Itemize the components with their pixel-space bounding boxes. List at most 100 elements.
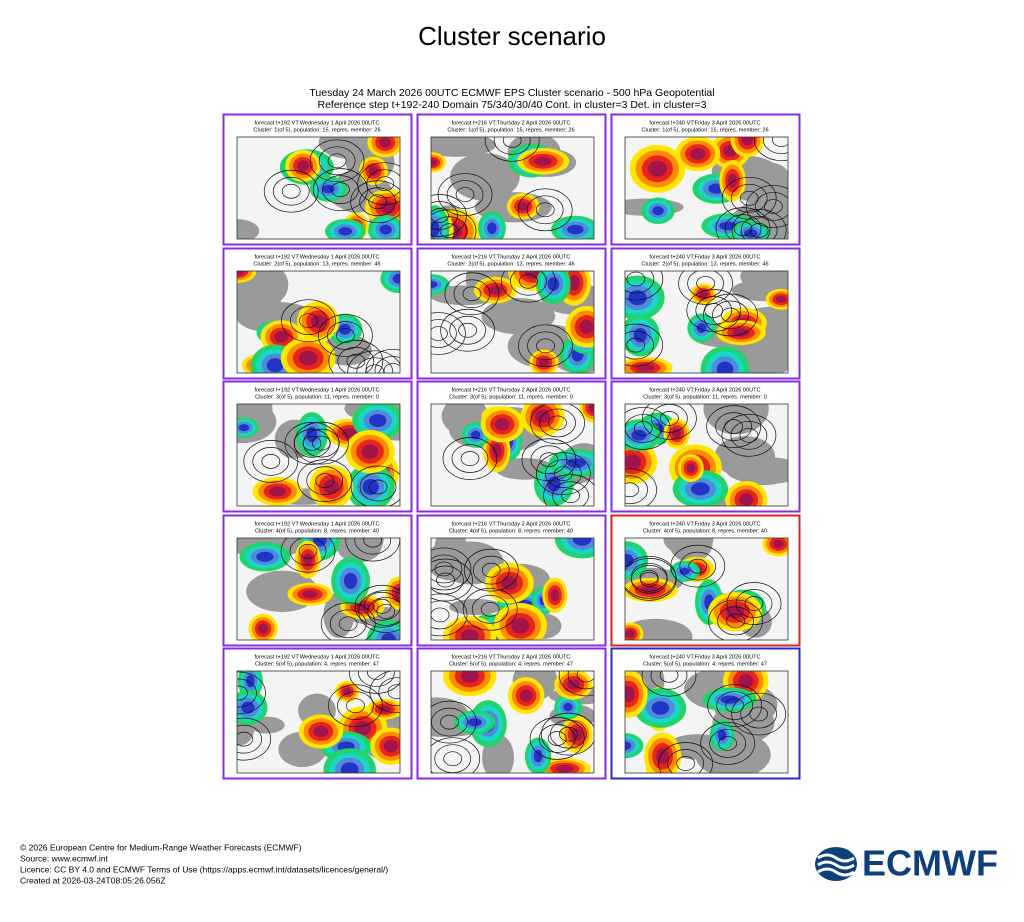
panel-forecast: forecast t+240 VT:Friday 3 April 2026 00… [649, 387, 760, 393]
contour [726, 613, 745, 629]
anomaly [519, 689, 533, 702]
map-border [624, 270, 789, 374]
contour [517, 188, 573, 232]
contour [725, 698, 745, 713]
contour [735, 589, 773, 618]
map-border [236, 403, 401, 507]
anomaly [568, 275, 580, 291]
contour [625, 557, 677, 601]
contour [625, 271, 664, 301]
contour [363, 591, 400, 621]
map [431, 671, 594, 773]
contour [472, 555, 510, 585]
map-border [236, 537, 401, 641]
map [625, 538, 788, 640]
contour [731, 692, 787, 736]
contour [336, 328, 355, 343]
anomaly [640, 585, 660, 595]
panel: forecast t+216 VT:Thursday 2 April 2026 … [416, 647, 607, 780]
contour [726, 582, 782, 625]
panel: forecast t+240 VT:Friday 3 April 2026 00… [610, 247, 801, 380]
anomaly [467, 718, 482, 727]
anomaly [547, 277, 560, 291]
anomaly [460, 671, 479, 683]
contour [293, 429, 331, 458]
contour [368, 479, 388, 495]
map [625, 137, 788, 239]
contour [501, 271, 556, 303]
contour [721, 176, 777, 220]
anomaly [379, 137, 392, 148]
anomaly [579, 319, 594, 334]
contour [541, 712, 594, 756]
panel: forecast t+216 VT:Thursday 2 April 2026 … [416, 514, 607, 647]
contour [458, 322, 478, 338]
contour [431, 700, 477, 744]
contour [346, 353, 366, 369]
contour [431, 558, 473, 602]
contour [289, 538, 327, 566]
anomaly [269, 486, 287, 497]
contour [730, 183, 768, 213]
contour [434, 561, 454, 577]
contour [700, 722, 756, 765]
contour [754, 192, 788, 221]
anomaly [647, 160, 667, 177]
contour [745, 185, 788, 228]
contour [731, 209, 787, 239]
contour [315, 473, 335, 488]
contour [237, 724, 262, 754]
contour [667, 749, 704, 773]
contour [349, 671, 400, 694]
anomaly [298, 350, 318, 366]
contour [762, 137, 788, 154]
contour [739, 190, 759, 206]
anomaly [470, 430, 481, 440]
contour [462, 587, 518, 631]
anomaly [369, 414, 387, 428]
contour [443, 751, 463, 767]
contour [658, 742, 713, 773]
anomaly [303, 553, 313, 566]
anomaly [361, 444, 379, 459]
contour [749, 706, 769, 722]
panel-cluster: Cluster: 3(of 5), population: 11, repres… [643, 394, 767, 400]
panel-cluster: Cluster: 4(of 5), population: 8, repres.… [643, 528, 767, 534]
contour [695, 296, 733, 325]
land [318, 137, 383, 159]
contour [576, 671, 594, 683]
contour [740, 216, 778, 239]
anomaly [775, 295, 787, 303]
contour [368, 194, 388, 210]
contour [660, 411, 679, 426]
contour [350, 465, 400, 506]
land [431, 137, 496, 157]
anomaly [238, 424, 250, 432]
anomaly [379, 224, 392, 235]
contour [625, 271, 655, 294]
contour [679, 551, 717, 581]
anomaly [538, 358, 549, 367]
contour [519, 273, 538, 289]
panel-forecast: forecast t+192 VT:Wednesday 1 April 2026… [254, 521, 379, 527]
contour [548, 415, 567, 431]
map-border [624, 136, 789, 240]
contour [708, 599, 763, 640]
land [237, 219, 260, 239]
anomaly [383, 739, 399, 753]
contour [449, 315, 487, 345]
panel-cluster: Cluster: 1(of 5), population: 15, repres… [641, 127, 768, 133]
contour [678, 271, 733, 305]
anomaly [488, 285, 503, 295]
map-border [236, 136, 401, 240]
contour [659, 671, 679, 683]
anomaly [699, 290, 708, 298]
panel: forecast t+216 VT:Thursday 2 April 2026 … [416, 113, 607, 246]
contour [237, 678, 257, 708]
anomaly [741, 137, 754, 146]
panel: forecast t+192 VT:Wednesday 1 April 2026… [222, 113, 413, 246]
contour [284, 422, 340, 465]
contour [337, 346, 375, 373]
anomaly [501, 576, 518, 591]
contour [718, 736, 738, 751]
